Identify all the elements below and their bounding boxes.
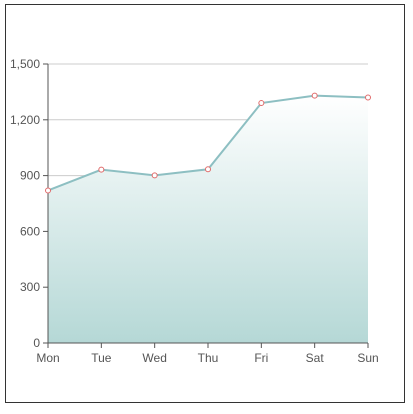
x-tick-label: Tue bbox=[91, 351, 112, 365]
x-tick-label: Mon bbox=[36, 351, 59, 365]
data-points bbox=[45, 92, 371, 194]
data-point bbox=[45, 187, 51, 194]
x-axis-ticks: Mon Tue Wed Thu Fri Sat Sun bbox=[36, 343, 379, 365]
data-point bbox=[365, 94, 371, 101]
y-tick-label: 1,500 bbox=[10, 57, 40, 71]
data-point bbox=[258, 100, 265, 107]
y-tick-label: 300 bbox=[20, 280, 40, 294]
x-tick-label: Wed bbox=[142, 351, 166, 365]
y-tick-label: 600 bbox=[20, 224, 40, 238]
data-point bbox=[205, 166, 211, 173]
x-tick-label: Fri bbox=[254, 351, 268, 365]
y-tick-label: 900 bbox=[20, 169, 40, 183]
data-point bbox=[98, 166, 105, 173]
area-fill bbox=[48, 95, 368, 344]
x-tick-label: Thu bbox=[198, 351, 219, 365]
y-tick-label: 0 bbox=[33, 336, 40, 350]
data-point bbox=[311, 92, 318, 99]
x-tick-label: Sun bbox=[357, 351, 378, 365]
y-axis-ticks: 0 300 600 900 1,200 1,500 bbox=[10, 57, 48, 350]
data-point bbox=[151, 172, 158, 179]
x-tick-label: Sat bbox=[306, 351, 325, 365]
y-tick-label: 1,200 bbox=[10, 113, 40, 127]
